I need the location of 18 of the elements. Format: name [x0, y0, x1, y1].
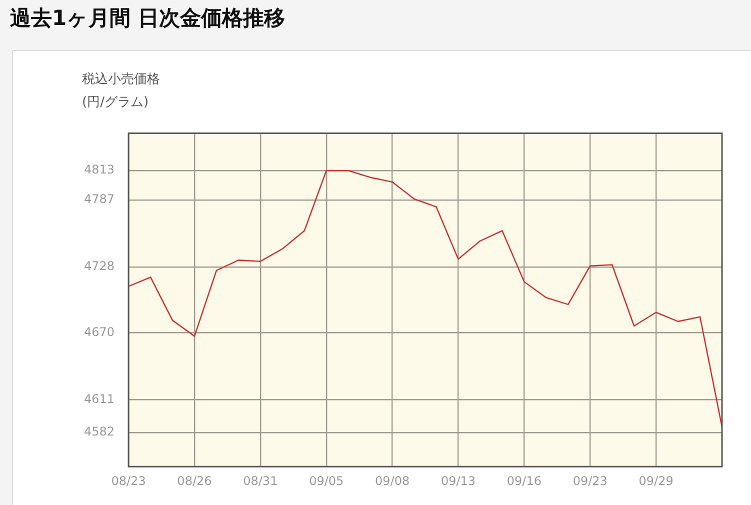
y-tick-label: 4728: [84, 259, 115, 274]
y-tick-label: 4611: [84, 392, 115, 406]
y-tick-label: 4582: [84, 424, 115, 439]
chart-subtitle: 税込小売価格: [82, 71, 160, 88]
x-tick-label: 08/26: [177, 474, 212, 488]
x-tick-label: 09/29: [638, 474, 674, 488]
y-tick-label: 4813: [84, 162, 115, 177]
x-tick-label: 08/23: [111, 474, 146, 488]
y-tick-label: 4787: [84, 192, 115, 206]
y-tick-label: 4670: [84, 324, 115, 339]
x-tick-label: 09/05: [309, 474, 344, 488]
x-tick-label: 09/13: [440, 474, 476, 488]
y-axis-title: (円/グラム): [82, 94, 149, 111]
x-tick-label: 08/31: [243, 474, 278, 488]
x-tick-label: 09/16: [506, 474, 542, 488]
x-tick-label: 09/23: [572, 474, 608, 488]
chart-title: 過去1ヶ月間 日次金価格推移: [10, 5, 285, 32]
x-tick-label: 09/08: [375, 474, 410, 488]
